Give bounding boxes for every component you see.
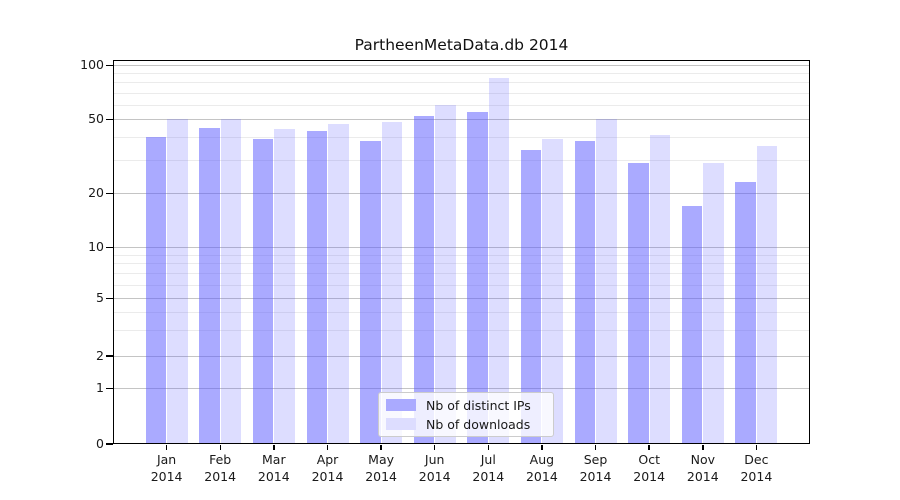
x-tick-label-dec: Dec 2014 bbox=[740, 452, 773, 484]
y-tick-label: 10 bbox=[88, 239, 104, 254]
x-tick-mark bbox=[219, 445, 221, 450]
legend-label-distinct-ips: Nb of distinct IPs bbox=[426, 397, 531, 413]
minor-gridline bbox=[114, 330, 809, 332]
x-tick-label-jul: Jul 2014 bbox=[472, 452, 505, 484]
bar-downloads-jul bbox=[488, 77, 510, 444]
major-gridline bbox=[114, 355, 809, 357]
bar-distinct-ips-sep bbox=[574, 141, 595, 444]
x-tick-label-feb: Feb 2014 bbox=[204, 452, 237, 484]
bar-distinct-ips-oct bbox=[628, 163, 649, 444]
y-tick-label: 5 bbox=[96, 290, 104, 305]
x-tick-mark bbox=[648, 445, 650, 450]
x-tick-label-jun: Jun 2014 bbox=[418, 452, 451, 484]
bar-distinct-ips-jun bbox=[413, 115, 435, 444]
minor-gridline bbox=[114, 284, 809, 286]
bar-downloads-jun bbox=[435, 104, 456, 444]
major-gridline bbox=[114, 388, 809, 389]
legend-swatch-distinct-ips bbox=[386, 399, 416, 411]
bar-downloads-apr bbox=[328, 124, 349, 444]
y-tick-label: 0 bbox=[96, 435, 104, 451]
x-tick-label-jan: Jan 2014 bbox=[150, 452, 183, 484]
y-tick-mark bbox=[106, 355, 113, 357]
major-gridline bbox=[114, 247, 809, 248]
x-tick-mark bbox=[165, 445, 168, 450]
x-tick-mark bbox=[541, 445, 543, 450]
x-tick-mark bbox=[433, 445, 436, 450]
bar-distinct-ips-feb bbox=[199, 127, 220, 444]
minor-gridline bbox=[114, 92, 809, 94]
x-tick-label-oct: Oct 2014 bbox=[633, 452, 666, 484]
bar-downloads-jan bbox=[167, 119, 188, 444]
x-tick-label-may: May 2014 bbox=[365, 452, 397, 484]
minor-gridline bbox=[114, 273, 809, 275]
minor-gridline bbox=[114, 137, 809, 138]
bar-distinct-ips-dec bbox=[735, 181, 756, 444]
bar-distinct-ips-may bbox=[360, 141, 381, 444]
legend-label-downloads: Nb of downloads bbox=[426, 416, 531, 432]
bar-downloads-may bbox=[381, 122, 403, 444]
x-tick-label-nov: Nov 2014 bbox=[686, 452, 719, 484]
minor-gridline bbox=[114, 160, 809, 162]
bar-distinct-ips-jan bbox=[145, 137, 167, 444]
legend-swatch-downloads bbox=[386, 418, 416, 430]
x-tick-mark bbox=[487, 445, 490, 450]
major-gridline bbox=[114, 193, 809, 194]
bar-distinct-ips-nov bbox=[681, 205, 703, 444]
y-tick-mark bbox=[106, 192, 113, 194]
y-tick-mark bbox=[106, 64, 113, 66]
minor-gridline bbox=[114, 312, 809, 313]
x-tick-mark bbox=[273, 445, 275, 450]
x-tick-mark bbox=[326, 445, 329, 450]
y-tick-label: 50 bbox=[88, 111, 104, 126]
x-tick-label-apr: Apr 2014 bbox=[311, 452, 344, 484]
plot-area-border bbox=[113, 60, 810, 444]
legend: Nb of distinct IPs Nb of downloads bbox=[378, 392, 554, 437]
bar-downloads-nov bbox=[703, 163, 724, 444]
y-tick-mark bbox=[106, 118, 113, 120]
minor-gridline bbox=[114, 73, 809, 75]
y-tick-label: 2 bbox=[96, 347, 104, 363]
major-gridline bbox=[114, 119, 809, 120]
bar-distinct-ips-jul bbox=[467, 111, 488, 444]
y-tick-mark bbox=[106, 297, 113, 299]
y-tick-label: 1 bbox=[96, 380, 104, 395]
x-tick-mark bbox=[380, 445, 382, 450]
x-tick-label-mar: Mar 2014 bbox=[257, 452, 290, 484]
y-tick-mark bbox=[106, 443, 113, 445]
bar-downloads-feb bbox=[220, 119, 242, 444]
x-tick-label-aug: Aug 2014 bbox=[525, 452, 558, 484]
legend-item-distinct-ips: Nb of distinct IPs bbox=[386, 398, 546, 413]
minor-gridline bbox=[114, 104, 809, 106]
bar-downloads-mar bbox=[274, 129, 295, 444]
legend-item-downloads: Nb of downloads bbox=[386, 417, 546, 432]
minor-gridline bbox=[114, 82, 809, 84]
bar-downloads-aug bbox=[542, 139, 563, 444]
bar-distinct-ips-mar bbox=[252, 139, 274, 444]
major-gridline bbox=[114, 298, 809, 299]
y-tick-mark bbox=[106, 246, 113, 248]
y-tick-label: 100 bbox=[80, 57, 104, 72]
x-tick-mark bbox=[702, 445, 704, 450]
bar-downloads-oct bbox=[649, 135, 671, 444]
y-tick-mark bbox=[106, 387, 113, 389]
chart-title: PartheenMetaData.db 2014 bbox=[354, 36, 569, 54]
minor-gridline bbox=[114, 263, 809, 265]
bar-downloads-sep bbox=[596, 119, 617, 444]
x-tick-label-sep: Sep 2014 bbox=[579, 452, 612, 484]
bar-downloads-dec bbox=[756, 145, 778, 444]
major-gridline bbox=[114, 65, 809, 66]
bar-distinct-ips-aug bbox=[520, 150, 542, 444]
bar-distinct-ips-apr bbox=[306, 131, 327, 444]
x-tick-mark bbox=[755, 445, 758, 450]
y-tick-label: 20 bbox=[88, 185, 104, 200]
minor-gridline bbox=[114, 254, 809, 256]
x-tick-mark bbox=[594, 445, 597, 450]
